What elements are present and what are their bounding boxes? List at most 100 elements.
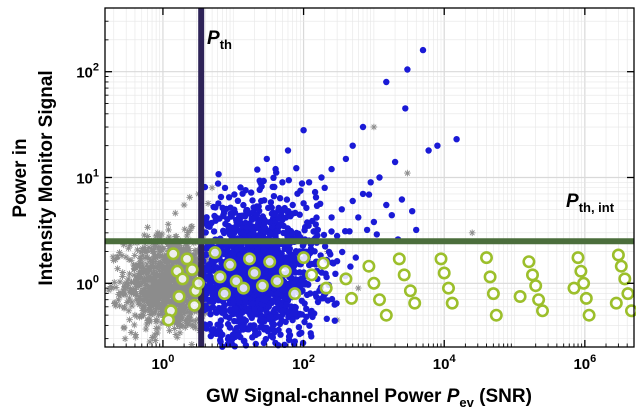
blue-dot-point <box>349 197 356 205</box>
blue-dot-point <box>203 290 210 297</box>
blue-dot-point <box>234 197 242 204</box>
blue-dot-point <box>398 196 406 203</box>
green-circle-point <box>237 281 251 295</box>
blue-dot-point <box>249 197 256 204</box>
green-circle-point <box>486 287 500 301</box>
blue-dot-point <box>263 308 270 315</box>
blue-dot-point <box>285 336 293 344</box>
blue-dot-point <box>217 193 225 201</box>
green-circle-point <box>362 259 376 273</box>
blue-dot-point <box>258 316 266 323</box>
blue-dot-point <box>434 142 441 149</box>
blue-dot-point <box>332 270 339 277</box>
blue-dot-point <box>265 204 272 212</box>
blue-dot-point <box>272 233 279 240</box>
blue-dot-point <box>266 219 273 226</box>
green-circle-point <box>339 272 353 286</box>
blue-dot-point <box>303 305 310 312</box>
blue-dot-point <box>391 158 399 166</box>
green-circle-point <box>621 287 635 301</box>
blue-dot-point <box>206 320 213 328</box>
blue-dot-point <box>224 278 232 286</box>
blue-dot-point <box>207 311 214 318</box>
blue-dot-point <box>251 305 258 312</box>
blue-dot-point <box>323 315 330 322</box>
blue-dot-point <box>244 275 252 283</box>
blue-dot-point <box>252 340 259 348</box>
blue-dot-point <box>285 177 292 184</box>
green-circle-point <box>479 251 493 265</box>
blue-dot-point <box>404 66 411 73</box>
green-circle-point <box>223 258 237 272</box>
blue-dot-point <box>300 127 307 134</box>
blue-dot-point <box>235 332 242 339</box>
blue-dot-point <box>204 222 211 230</box>
green-circle-point <box>532 293 546 307</box>
blue-dot-point <box>248 189 255 196</box>
blue-dot-point <box>276 195 284 202</box>
blue-dot-point <box>363 226 371 234</box>
blue-dot-point <box>256 177 263 184</box>
blue-dot-point <box>225 194 233 201</box>
blue-dot-point <box>206 305 213 313</box>
blue-dot-point <box>240 201 247 209</box>
blue-dot-point <box>283 254 290 261</box>
green-circle-point <box>166 247 180 261</box>
blue-dot-point <box>318 269 325 276</box>
green-circle-point <box>445 296 459 310</box>
green-circle-point <box>397 268 411 282</box>
blue-dot-point <box>253 222 261 230</box>
blue-dot-point <box>286 331 294 339</box>
x-tick-label: 100 <box>152 353 175 373</box>
blue-dot-point <box>202 245 210 252</box>
y-tick-label: 100 <box>76 273 99 293</box>
blue-dot-point <box>257 290 264 297</box>
blue-dot-point <box>213 214 220 221</box>
blue-dot-point <box>262 225 269 232</box>
blue-dot-point <box>289 230 296 237</box>
blue-dot-point <box>250 230 257 238</box>
green-circle-point <box>185 262 199 276</box>
green-circle-point <box>344 291 358 305</box>
blue-dot-point <box>270 193 278 200</box>
blue-dot-point <box>219 204 226 211</box>
blue-dot-point <box>425 147 432 154</box>
green-circle-point <box>247 266 261 280</box>
axis-ticks: 100 102 104 106 100 101 102 <box>76 8 634 373</box>
green-circle-point <box>263 255 277 269</box>
blue-dot-point <box>333 300 340 307</box>
blue-dot-point <box>229 335 236 343</box>
blue-dot-point <box>373 231 380 238</box>
green-circle-point <box>172 289 186 303</box>
blue-dot-point <box>221 184 229 192</box>
blue-dot-point <box>296 330 303 338</box>
green-circle-point <box>577 276 591 290</box>
blue-dot-point <box>220 212 227 220</box>
blue-dot-point <box>271 329 278 336</box>
blue-dot-point <box>275 215 282 222</box>
x-tick-label: 104 <box>433 353 457 373</box>
blue-dot-point <box>303 313 310 320</box>
blue-dot-point <box>235 295 242 303</box>
green-circle-point <box>176 272 190 286</box>
green-circle-point <box>609 296 623 310</box>
green-circle-point <box>297 251 311 265</box>
blue-dot-point <box>215 200 222 207</box>
blue-dot-point <box>273 244 280 251</box>
blue-dot-point <box>291 303 298 311</box>
blue-dot-point <box>258 197 265 205</box>
blue-dot-point <box>236 313 244 320</box>
blue-dot-point <box>272 165 279 173</box>
blue-dot-point <box>285 246 292 253</box>
blue-dot-point <box>306 261 313 269</box>
blue-dot-point <box>327 251 334 258</box>
blue-dot-point <box>328 228 335 235</box>
blue-dot-point <box>311 188 319 196</box>
x-tick-label: 102 <box>292 353 315 373</box>
green-circle-point <box>218 287 232 301</box>
blue-dot-point <box>210 228 218 235</box>
blue-dot-point <box>226 306 234 313</box>
blue-dot-point <box>228 213 235 220</box>
green-circle-point <box>379 308 393 322</box>
blue-dot-point <box>282 318 289 325</box>
